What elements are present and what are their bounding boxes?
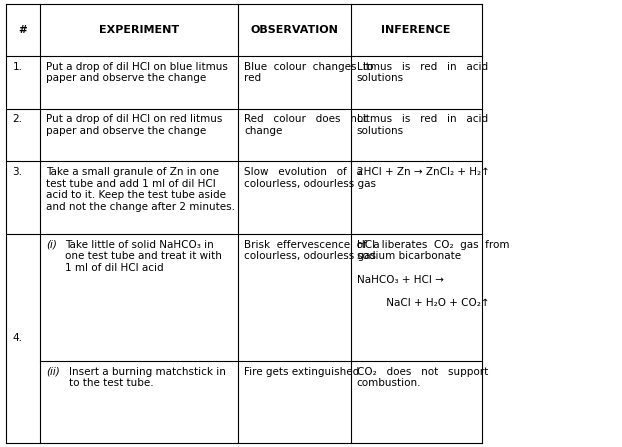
Text: Put a drop of dil HCl on blue litmus
paper and observe the change: Put a drop of dil HCl on blue litmus pap… (46, 62, 228, 84)
Text: #: # (19, 25, 27, 35)
Text: Take a small granule of Zn in one
test tube and add 1 ml of dil HCl
acid to it. : Take a small granule of Zn in one test t… (46, 167, 235, 212)
Text: Litmus   is   red   in   acid
solutions: Litmus is red in acid solutions (357, 114, 488, 136)
Text: 4.: 4. (12, 333, 22, 343)
Text: 2HCl + Zn → ZnCl₂ + H₂↑: 2HCl + Zn → ZnCl₂ + H₂↑ (357, 167, 490, 177)
Text: (ii): (ii) (46, 367, 60, 377)
Text: (i): (i) (46, 240, 57, 250)
Text: Blue  colour  changes  to
red: Blue colour changes to red (244, 62, 373, 84)
Text: CO₂   does   not   support
combustion.: CO₂ does not support combustion. (357, 367, 488, 388)
Text: HCl  liberates  CO₂  gas  from
sodium bicarbonate

NaHCO₃ + HCl →

         NaCl: HCl liberates CO₂ gas from sodium bicarb… (357, 240, 509, 308)
Text: Litmus   is   red   in   acid
solutions: Litmus is red in acid solutions (357, 62, 488, 84)
Text: Fire gets extinguished: Fire gets extinguished (244, 367, 359, 377)
Text: Put a drop of dil HCl on red litmus
paper and observe the change: Put a drop of dil HCl on red litmus pape… (46, 114, 222, 136)
Text: Slow   evolution   of   a
colourless, odourless gas: Slow evolution of a colourless, odourles… (244, 167, 376, 189)
Text: Brisk  effervescence  of  a
colourless, odourless gas: Brisk effervescence of a colourless, odo… (244, 240, 379, 261)
Text: INFERENCE: INFERENCE (381, 25, 451, 35)
Text: Take little of solid NaHCO₃ in
one test tube and treat it with
1 ml of dil HCl a: Take little of solid NaHCO₃ in one test … (65, 240, 222, 273)
Text: 2.: 2. (12, 114, 22, 124)
Text: 3.: 3. (12, 167, 22, 177)
Text: OBSERVATION: OBSERVATION (250, 25, 338, 35)
Text: Insert a burning matchstick in
to the test tube.: Insert a burning matchstick in to the te… (69, 367, 226, 388)
Text: Red   colour   does   not
change: Red colour does not change (244, 114, 368, 136)
Text: 1.: 1. (12, 62, 22, 72)
Text: EXPERIMENT: EXPERIMENT (99, 25, 179, 35)
